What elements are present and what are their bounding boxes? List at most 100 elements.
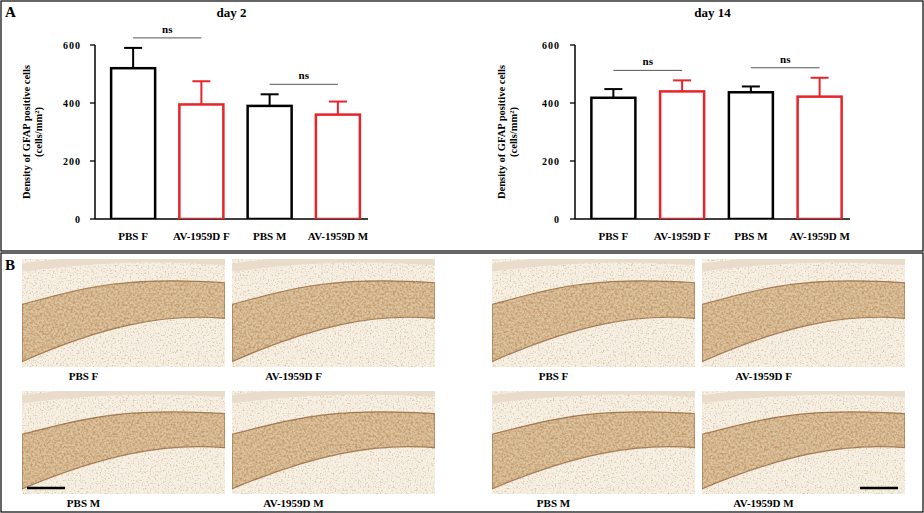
gfap-staining xyxy=(232,259,435,367)
error-bar xyxy=(192,81,210,104)
significance-label: ns xyxy=(780,53,791,65)
micrograph: AV-1959D F xyxy=(232,259,435,382)
micrograph-texture xyxy=(702,391,905,494)
granule-layer-edge xyxy=(702,281,905,362)
y-tick-label: 400 xyxy=(542,98,560,109)
granule-layer-edge xyxy=(702,412,905,489)
y-tick xyxy=(570,44,575,45)
y-tick-label: 600 xyxy=(542,40,560,51)
micrograph-background xyxy=(492,391,695,494)
error-cap xyxy=(192,80,210,82)
panel-label: B xyxy=(5,257,15,273)
micrograph: PBS F xyxy=(492,259,695,382)
y-tick xyxy=(90,102,95,103)
y-tick xyxy=(570,160,575,161)
micrograph-background xyxy=(232,391,435,494)
gfap-staining xyxy=(492,391,695,494)
significance-label: ns xyxy=(299,69,310,81)
micrograph-background xyxy=(492,259,695,367)
error-cap xyxy=(261,93,279,95)
gfap-staining xyxy=(702,259,905,367)
error-bar xyxy=(811,78,829,97)
error-stem xyxy=(337,102,339,115)
panel-label: A xyxy=(5,4,16,20)
bar xyxy=(798,97,842,219)
y-tick xyxy=(570,102,575,103)
tissue-layer xyxy=(492,259,695,268)
y-axis-label-line: Density of GFAP positive cells xyxy=(496,65,507,199)
bar xyxy=(660,91,704,219)
error-stem xyxy=(132,48,134,68)
x-tick-label: PBS F xyxy=(118,230,148,242)
x-tick-label: AV-1959D M xyxy=(789,230,850,242)
chart-title: day 2 xyxy=(217,5,247,20)
gfap-staining xyxy=(22,259,225,367)
micrograph-caption: PBS F xyxy=(539,370,569,382)
panel-frame xyxy=(1,1,923,251)
error-cap xyxy=(742,85,760,87)
micrograph-texture xyxy=(492,259,695,367)
tissue-layer xyxy=(22,391,225,399)
error-stem xyxy=(269,94,271,106)
gfap-staining xyxy=(22,391,225,494)
micrograph-background xyxy=(22,259,225,367)
micrograph-caption: PBS M xyxy=(67,497,101,509)
y-tick-label: 200 xyxy=(542,156,560,167)
micrograph-texture xyxy=(22,391,225,494)
bar xyxy=(111,68,155,219)
bar xyxy=(316,115,360,219)
significance-line xyxy=(270,84,338,85)
error-bar xyxy=(604,89,622,98)
chart-title: day 14 xyxy=(694,5,731,20)
error-cap xyxy=(811,77,829,79)
panel-frame xyxy=(1,253,923,512)
significance-label: ns xyxy=(643,55,654,67)
micrograph: AV-1959D F xyxy=(702,259,905,382)
y-tick xyxy=(90,218,95,219)
tissue-layer xyxy=(702,391,905,399)
granule-layer-edge xyxy=(22,281,225,362)
significance-line xyxy=(613,70,682,71)
micrograph: AV-1959D M xyxy=(702,391,905,509)
tissue-layer xyxy=(232,259,435,268)
x-tick-label: AV-1959D M xyxy=(308,230,369,242)
micrograph-background xyxy=(702,259,905,367)
bar-chart: day 2Density of GFAP positive cells(cell… xyxy=(21,5,369,242)
figure: A Bday 2 Density of GFAP positive cells(ce… xyxy=(0,0,924,513)
error-cap xyxy=(673,79,691,81)
granule-layer-edge xyxy=(492,281,695,362)
micrograph-texture xyxy=(232,391,435,494)
error-bar xyxy=(261,94,279,106)
gfap-staining xyxy=(492,259,695,367)
tissue-layer xyxy=(702,259,905,268)
y-tick-label: 0 xyxy=(75,214,81,225)
y-tick xyxy=(90,160,95,161)
x-tick-label: PBS M xyxy=(253,230,287,242)
granule-layer-edge xyxy=(232,281,435,362)
micrograph-caption: AV-1959D M xyxy=(733,497,794,509)
y-axis xyxy=(94,45,96,219)
micrograph: PBS F xyxy=(22,259,225,382)
plot-area xyxy=(111,48,360,219)
error-stem xyxy=(819,78,821,97)
micrograph-caption: AV-1959D F xyxy=(735,370,792,382)
error-cap xyxy=(329,101,347,103)
y-tick xyxy=(90,44,95,45)
significance-line xyxy=(133,37,201,38)
error-bar xyxy=(329,102,347,115)
gfap-staining xyxy=(702,391,905,494)
error-stem xyxy=(200,81,202,104)
gfap-staining xyxy=(232,391,435,494)
granule-layer-edge xyxy=(232,412,435,489)
y-axis-label: Density of GFAP positive cells(cells/mm²… xyxy=(496,65,520,199)
y-tick-label: 400 xyxy=(63,98,81,109)
y-axis-label-line: Density of GFAP positive cells xyxy=(21,65,32,199)
micrograph-caption: AV-1959D M xyxy=(263,497,324,509)
micrograph-background xyxy=(232,259,435,367)
y-tick xyxy=(570,218,575,219)
micrograph: PBS M xyxy=(492,391,695,509)
tissue-layer xyxy=(22,259,225,268)
error-cap xyxy=(604,88,622,90)
micrograph-texture xyxy=(22,259,225,367)
micrograph-caption: PBS M xyxy=(537,497,571,509)
